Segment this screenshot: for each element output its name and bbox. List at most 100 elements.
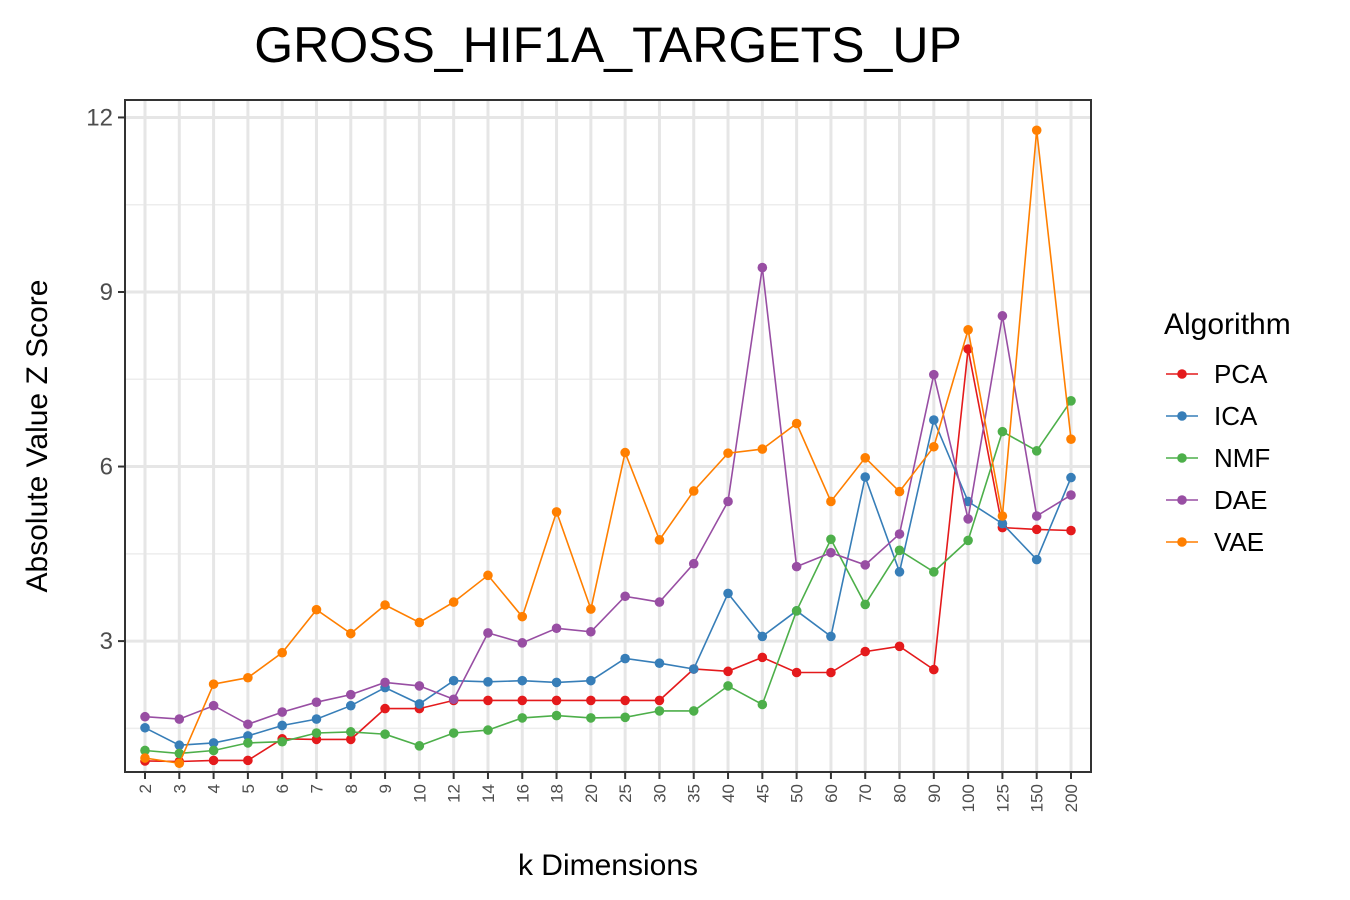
x-tick-label: 5 — [239, 784, 258, 793]
data-point — [723, 666, 733, 677]
data-point — [826, 534, 836, 545]
data-point — [483, 695, 493, 706]
data-point — [551, 623, 562, 634]
data-point — [894, 545, 905, 556]
x-tick-label: 14 — [479, 784, 498, 803]
data-point — [688, 664, 699, 674]
data-point — [311, 697, 322, 707]
data-point — [654, 535, 665, 545]
x-tick-label: 10 — [410, 784, 429, 803]
data-point — [586, 675, 596, 686]
series-line — [144, 130, 1072, 765]
series-layer — [140, 125, 1076, 769]
data-point — [791, 667, 802, 678]
legend-item-dae: DAE — [1166, 485, 1267, 515]
data-point — [277, 647, 287, 658]
x-tick-label: 35 — [685, 784, 704, 803]
data-point — [208, 745, 219, 756]
x-tick-label: 6 — [273, 784, 292, 793]
x-tick-label: 7 — [307, 784, 326, 793]
data-point — [448, 694, 459, 705]
data-point — [757, 262, 768, 273]
data-point — [723, 588, 733, 599]
data-point — [620, 712, 630, 723]
data-point — [1031, 511, 1042, 521]
data-point — [963, 325, 973, 335]
data-point — [688, 558, 699, 569]
data-point — [483, 570, 493, 581]
data-point — [586, 713, 596, 723]
x-tick-label: 18 — [548, 784, 567, 803]
data-point — [517, 638, 528, 648]
data-point — [311, 604, 322, 615]
data-point — [311, 728, 322, 738]
legend-label: ICA — [1214, 401, 1258, 431]
data-point — [345, 689, 356, 700]
data-point — [380, 677, 390, 688]
legend-key-point — [1177, 495, 1187, 505]
x-tick-label: 100 — [959, 784, 978, 812]
data-point — [929, 415, 939, 425]
data-point — [723, 448, 733, 458]
data-point — [791, 561, 802, 572]
data-point — [620, 695, 630, 706]
legend-label: VAE — [1214, 527, 1264, 557]
data-point — [277, 720, 287, 731]
x-tick-label: 80 — [891, 784, 910, 803]
data-point — [277, 736, 287, 747]
series-line — [144, 348, 1072, 763]
legend-items: PCA ICA NMF DAE VAE — [1166, 359, 1270, 557]
x-tick-label: 2 — [136, 784, 155, 793]
data-point — [791, 418, 802, 429]
data-point — [860, 599, 871, 610]
data-point — [517, 713, 528, 723]
data-point — [140, 753, 150, 763]
legend-title: Algorithm — [1164, 308, 1291, 341]
data-point — [345, 700, 356, 711]
legend-key-point — [1177, 369, 1187, 379]
legend-key-point — [1177, 411, 1187, 421]
data-point — [723, 496, 733, 507]
series-dae — [140, 262, 1076, 730]
data-point — [1066, 490, 1076, 500]
data-point — [243, 755, 253, 766]
data-point — [791, 606, 802, 616]
data-point — [448, 675, 459, 686]
data-point — [1066, 525, 1076, 536]
data-point — [1031, 446, 1042, 456]
data-point — [757, 652, 768, 663]
data-point — [483, 677, 493, 687]
legend: Algorithm PCA ICA NMF DAE VAE — [1164, 308, 1291, 557]
data-point — [517, 695, 528, 706]
data-point — [517, 675, 528, 686]
data-point — [345, 628, 356, 639]
data-point — [620, 447, 630, 458]
x-tick-label: 40 — [719, 784, 738, 803]
x-axis-title: k Dimensions — [518, 849, 698, 882]
data-point — [963, 535, 973, 546]
data-point — [654, 706, 665, 716]
legend-label: DAE — [1214, 485, 1267, 515]
data-point — [1031, 554, 1042, 565]
legend-item-vae: VAE — [1166, 527, 1264, 557]
data-point — [551, 695, 562, 706]
x-tick-label: 60 — [822, 784, 841, 803]
data-point — [414, 681, 425, 691]
data-point — [688, 486, 699, 496]
data-point — [448, 597, 459, 607]
data-point — [551, 710, 562, 721]
x-tick-label: 12 — [445, 784, 464, 803]
data-point — [826, 496, 836, 507]
data-point — [414, 699, 425, 709]
legend-item-ica: ICA — [1166, 401, 1258, 431]
x-tick-label: 70 — [856, 784, 875, 803]
series-ica — [140, 415, 1076, 751]
legend-key-point — [1177, 537, 1187, 547]
data-point — [826, 547, 836, 558]
data-point — [243, 738, 253, 748]
data-point — [894, 567, 905, 577]
x-tick-label: 90 — [925, 784, 944, 803]
y-axis-title: Absolute Value Z Score — [21, 280, 54, 593]
x-tick-label: 150 — [1028, 784, 1047, 812]
